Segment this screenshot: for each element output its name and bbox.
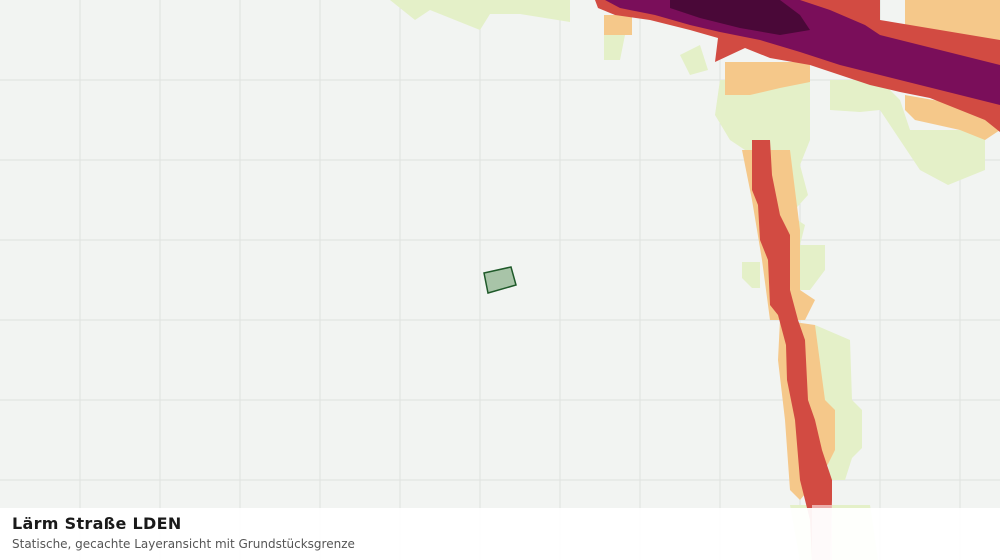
zone — [752, 140, 832, 560]
zone — [604, 15, 632, 35]
zone — [725, 62, 810, 95]
parcel-boundary — [483, 266, 517, 294]
zone — [905, 0, 1000, 45]
zone — [605, 0, 1000, 105]
zone — [390, 0, 570, 30]
zone — [830, 80, 985, 185]
zone — [604, 35, 625, 60]
noise-zone-extreme — [670, 0, 810, 35]
zone — [595, 0, 1000, 132]
zone — [680, 45, 708, 75]
noise-zone-high — [595, 0, 1000, 560]
info-panel: Lärm Straße LDEN Statische, gecachte Lay… — [0, 508, 1000, 560]
panel-title: Lärm Straße LDEN — [12, 514, 182, 533]
zone — [670, 0, 810, 35]
noise-zone-very-high — [605, 0, 1000, 105]
zone — [742, 262, 760, 288]
panel-subtitle: Statische, gecachte Layeransicht mit Gru… — [12, 537, 355, 551]
zone — [905, 95, 1000, 140]
